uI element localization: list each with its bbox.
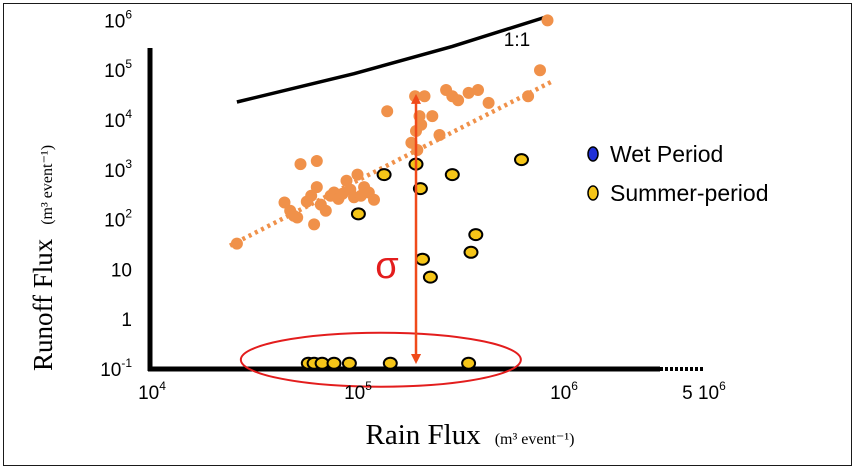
y-tick-label: 105 [104,57,132,82]
svg-text:Rain Flux (m³ event⁻¹): Rain Flux (m³ event⁻¹) [365,419,574,451]
sigma-label: σ [375,245,398,287]
summer-period-point [461,356,477,370]
x-tick-label: 105 [344,379,372,404]
figure-border [3,3,852,466]
y-tick-label: 102 [104,207,132,232]
wet-period-point [351,168,364,181]
wet-period-point [411,144,424,156]
wet-period-point [319,204,332,217]
y-axis-title-unit: (m³ event⁻¹) [39,145,56,225]
summer-period-point [326,356,342,370]
one-to-one-line [236,14,549,104]
data-points [230,14,554,370]
summer-period-point [382,356,398,370]
wet-period-point [541,14,554,27]
wet-period-point [462,86,475,99]
x-axis-title: Rain Flux (m³ event⁻¹) [365,419,574,451]
wet-period-point [230,237,243,250]
wet-period-point [452,94,465,107]
y-tick-label: 10 [111,260,132,281]
summer-period-point [422,270,438,284]
x-axis-title-main: Rain Flux [365,419,481,451]
wet-period-point [426,110,439,123]
y-axis-title: Runoff Flux (m³ event⁻¹) [28,145,58,371]
one-to-one-label: 1:1 [504,30,530,51]
wet-period-point [310,155,323,167]
legend-marker [587,185,599,201]
y-tick-label: 103 [104,157,132,182]
wet-period-point [308,218,321,231]
summer-period-point [341,356,357,370]
wet-period-point [534,64,546,77]
legend: Wet Period Summer-period [587,141,769,206]
reference-lines [228,14,554,248]
y-tick-label: 1 [121,310,132,331]
y-tick-label: 10-1 [100,356,132,381]
zero-runoff-ellipse [239,331,522,388]
wet-period-point [368,193,380,206]
wet-period-point [522,90,535,103]
wet-period-point [418,90,431,103]
wet-period-point [310,181,323,194]
x-tick-labels: 104 105 106 5 106 [138,379,726,404]
summer-period-point [376,168,392,182]
svg-text:Runoff Flux (m³ event⁻: Runoff Flux (m³ event⁻¹) [28,145,58,371]
x-axis-title-unit: (m³ event⁻¹) [495,431,575,448]
x-tick-label: 106 [550,379,578,404]
legend-label: Summer-period [610,180,769,206]
x-tick-label: 104 [138,379,166,404]
summer-period-point [415,252,430,266]
x-tick-label: 5 106 [682,379,726,404]
summer-period-point [468,228,484,242]
summer-period-point [444,168,460,182]
y-tick-labels: 10-1 1 10 102 103 104 105 106 [100,7,132,381]
wet-period-point [433,129,446,141]
wet-period-point [294,158,307,171]
trend-line-dotted [228,79,554,248]
summer-period-point [350,207,366,221]
wet-period-point [305,189,318,202]
legend-label: Wet Period [610,141,723,167]
wet-period-point [482,96,495,109]
wet-period-point [381,105,394,118]
y-axis-title-main: Runoff Flux [28,238,58,371]
legend-marker [587,146,599,162]
summer-period-point [514,153,529,167]
y-tick-label: 104 [104,107,132,132]
summer-period-point [463,245,479,259]
y-tick-label: 106 [104,7,132,32]
wet-period-point [472,84,484,96]
wet-period-point [291,211,304,224]
